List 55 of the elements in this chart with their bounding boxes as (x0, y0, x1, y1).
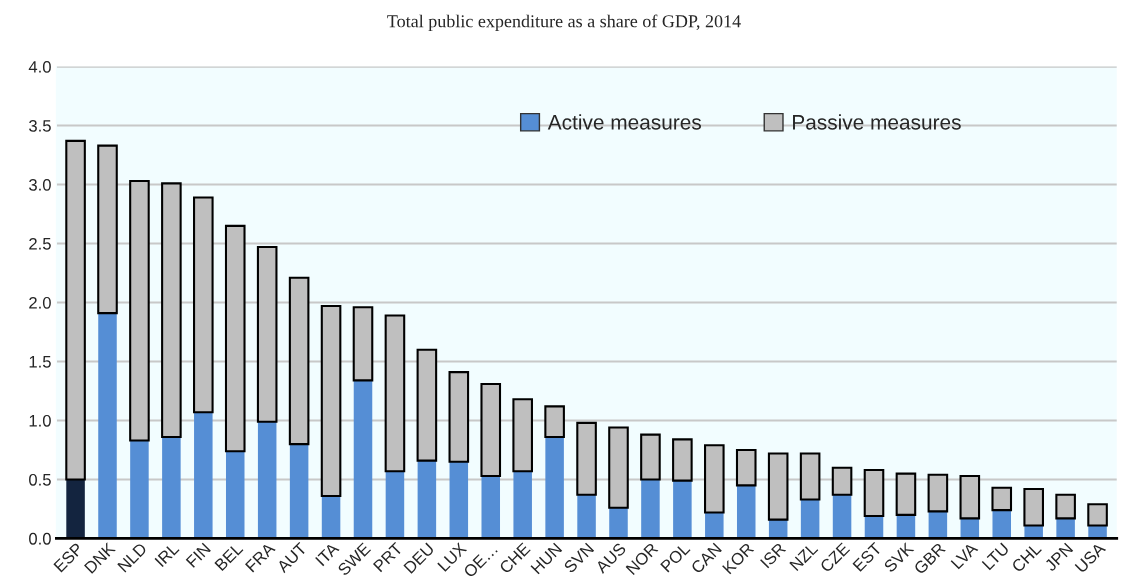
x-tick-label: CHL (1011, 541, 1042, 573)
bar (705, 512, 724, 539)
bar (641, 479, 660, 539)
y-tick-label: 0.0 (29, 532, 51, 545)
bar (289, 444, 309, 539)
x-tick-label: USA (1074, 541, 1107, 574)
chart-title: Total public expenditure as a share of GDP, 2014 (387, 14, 741, 32)
x-tick-label: JPN (1043, 542, 1074, 572)
legend-label: Passive measures (793, 114, 961, 130)
legend-label: Active measures (547, 114, 701, 130)
x-tick-label: POL (660, 541, 691, 573)
bar (673, 480, 692, 539)
bar (257, 421, 277, 539)
bar (800, 499, 820, 539)
bar (577, 494, 596, 539)
y-tick-label: 3.5 (29, 119, 51, 132)
bar (545, 437, 564, 539)
x-tick-label: ITA (315, 541, 340, 567)
x-tick-label: FIN (185, 542, 211, 568)
bar (449, 461, 469, 539)
y-tick-label: 1.0 (29, 414, 51, 427)
bar (353, 380, 373, 539)
bar (513, 471, 532, 539)
bar (609, 507, 628, 539)
bar (991, 486, 1013, 512)
bar (162, 437, 181, 539)
y-tick-label: 2.5 (29, 237, 51, 250)
y-tick-label: 0.5 (29, 473, 51, 486)
bar (130, 440, 149, 539)
bar (1023, 487, 1044, 527)
x-tick-label: ISR (759, 542, 787, 569)
bar (417, 460, 437, 539)
bar (385, 471, 405, 539)
bar (98, 313, 117, 539)
x-tick-label: LVA (950, 541, 979, 570)
bar (481, 475, 501, 539)
y-tick-label: 4.0 (28, 60, 51, 73)
bar (194, 412, 213, 539)
bar (1087, 503, 1108, 527)
y-tick-label: 2.0 (29, 296, 51, 309)
bar (1056, 518, 1075, 539)
x-tick-label: FRA (245, 541, 276, 573)
bar (736, 485, 756, 539)
bar (992, 510, 1012, 539)
bar (1055, 493, 1076, 520)
x-tick-label: NZL (789, 542, 819, 572)
x-tick-label: BEL (214, 542, 244, 572)
bar (225, 451, 245, 539)
bar (832, 494, 852, 539)
bar (66, 479, 85, 539)
x-tick-label: IRL (154, 542, 180, 568)
x-tick-label: LTU (981, 542, 1010, 571)
y-tick-label: 3.0 (29, 178, 51, 191)
y-tick-label: 1.5 (29, 356, 51, 368)
bar (321, 496, 341, 539)
